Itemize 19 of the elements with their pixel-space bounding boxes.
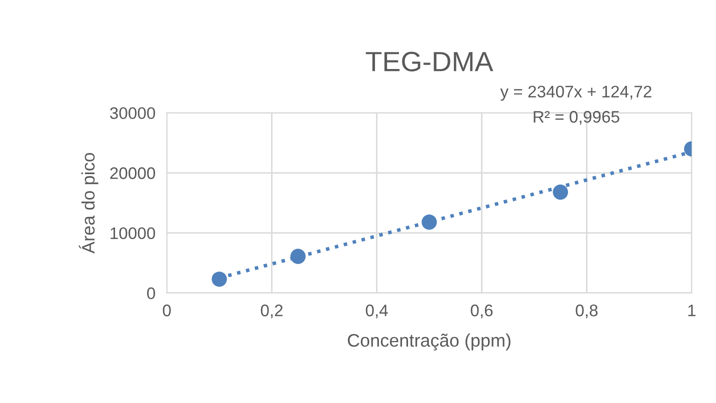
x-tick-label: 0,2 xyxy=(260,304,283,318)
x-tick-label: 0,8 xyxy=(576,304,598,318)
x-axis-title: Concentração (ppm) xyxy=(348,334,510,350)
x-tick-label: 0,4 xyxy=(366,304,388,318)
x-tick-label: 0 xyxy=(162,304,171,316)
y-axis-title: Área do pico xyxy=(78,152,98,254)
y-tick-label: 30000 xyxy=(110,107,156,120)
y-tick-label: 20000 xyxy=(110,167,156,180)
y-tick-label: 10000 xyxy=(110,227,156,240)
chart-title: TEG-DMA xyxy=(366,52,494,72)
point xyxy=(212,272,227,287)
x-tick-label: 1 xyxy=(688,304,696,316)
point xyxy=(290,248,306,264)
y-tick-label: 0 xyxy=(147,287,156,300)
x-tick-label: 0,6 xyxy=(470,304,493,318)
annotation: R² = 0,9965 xyxy=(534,110,620,125)
text: y = 23407x + 124,72 xyxy=(500,86,652,101)
point xyxy=(552,184,568,200)
point xyxy=(422,214,437,230)
